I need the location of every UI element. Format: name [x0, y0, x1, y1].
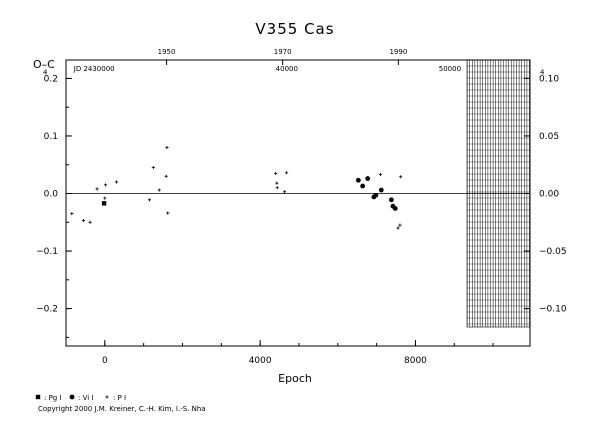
y2-tick-label: 0.05 [539, 132, 559, 142]
year-tick-label: 1950 [158, 48, 176, 56]
data-point-circle [365, 176, 371, 181]
y-tick-label: 0.2 [44, 74, 58, 84]
exponent-mark: 4 [43, 68, 48, 76]
data-point-plus [396, 226, 400, 230]
data-point-plus [81, 218, 86, 223]
legend-label: : P I [113, 394, 126, 402]
data-point-circle [373, 192, 379, 198]
axis-ticks: 0 4000 8000 1950 1970 1990 JD 2430000 40000 5000… [36, 48, 567, 366]
x-tick-label: 4000 [249, 356, 272, 366]
data-point-plus [70, 212, 74, 216]
x-axis-label: Epoch [278, 372, 312, 385]
y2-tick-label: −0.10 [539, 305, 567, 315]
plot-frame [65, 59, 531, 347]
x-tick-label: 0 [102, 356, 108, 366]
data-point-plus [398, 223, 402, 227]
data-point-plus [103, 196, 107, 200]
chart-title: V355 Cas [255, 20, 334, 38]
legend-marker-plus [105, 395, 109, 399]
year-tick-label: 1970 [274, 48, 292, 56]
data-point-square [101, 201, 107, 206]
data-point-circle [378, 187, 384, 193]
data-point-plus [157, 188, 161, 192]
data-point-plus [88, 220, 92, 224]
y-tick-label: −0.2 [36, 305, 58, 315]
legend-marker-circle [69, 394, 75, 400]
y-tick-label: −0.1 [36, 247, 58, 257]
data-point-plus [164, 174, 168, 178]
data-point-circle [355, 177, 361, 183]
data-point-plus [283, 190, 287, 194]
jd-label: 50000 [439, 65, 461, 73]
jd-label: 40000 [276, 65, 298, 73]
data-point-circle [360, 183, 366, 189]
x-tick-label: 8000 [404, 356, 427, 366]
data-point-plus [95, 187, 99, 191]
y2-tick-label: 0.00 [539, 190, 559, 200]
data-point-circle [392, 206, 398, 211]
legend-label: : Vi I [78, 394, 93, 402]
legend-label: : Pg I [44, 394, 62, 402]
y2-tick-label: 0.10 [539, 74, 559, 84]
y-tick-label: 0.0 [44, 190, 59, 200]
data-point-circle [388, 197, 394, 203]
data-point-plus [151, 166, 155, 170]
copyright-notice: Copyright 2000 J.M. Kreiner, C.-H. Kim, … [38, 405, 206, 413]
jd-label: JD 2430000 [73, 65, 115, 73]
y-axis-label: O–C [33, 58, 55, 71]
data-point-plus [274, 171, 278, 175]
data-points [70, 145, 403, 230]
y-tick-label: 0.1 [44, 132, 58, 142]
legend-marker-square [35, 394, 41, 400]
data-point-plus [166, 211, 170, 215]
data-point-plus [399, 175, 403, 179]
data-point-plus [275, 186, 279, 190]
data-point-plus [165, 145, 169, 150]
data-point-plus [284, 171, 289, 175]
y2-tick-label: −0.05 [539, 247, 567, 257]
data-point-plus [275, 181, 279, 185]
data-point-plus [104, 183, 108, 187]
data-point-plus [378, 172, 383, 177]
data-point-plus [114, 180, 119, 184]
exponent-mark: 4 [540, 68, 545, 76]
data-point-plus [147, 198, 152, 202]
legend: : Pg I : Vi I : P I [35, 394, 126, 402]
year-tick-label: 1990 [389, 48, 407, 56]
